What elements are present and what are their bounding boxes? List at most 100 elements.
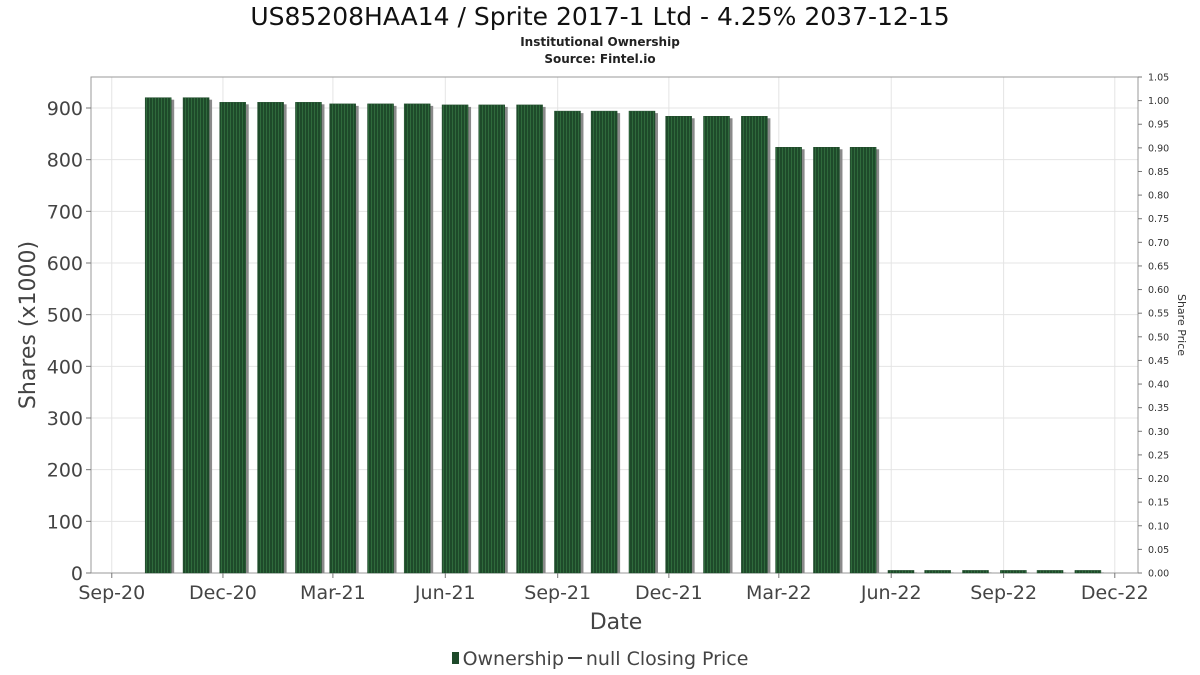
x-tick-label: Jun-21 xyxy=(414,582,476,604)
ownership-bar xyxy=(403,103,434,574)
ownership-bar xyxy=(478,104,508,574)
y2-axis-label: Share Price xyxy=(1175,294,1188,356)
x-tick-label: Jun-22 xyxy=(860,582,922,604)
y2-tick-label: 0.10 xyxy=(1148,521,1169,532)
y2-tick-label: 0.20 xyxy=(1148,474,1169,485)
x-axis-label: Date xyxy=(590,610,643,635)
y2-tick-label: 1.00 xyxy=(1148,96,1169,107)
bar-body xyxy=(144,97,172,574)
bar-body xyxy=(741,116,768,574)
y2-tick-label: 0.15 xyxy=(1148,498,1169,509)
y2-tick-label: 0.05 xyxy=(1148,545,1169,556)
ownership-bar xyxy=(329,103,359,574)
y2-tick-label: 0.80 xyxy=(1148,191,1169,202)
x-tick-label: Sep-22 xyxy=(970,582,1037,604)
bar-body xyxy=(924,570,951,574)
ownership-bar xyxy=(1074,570,1104,574)
bar-body xyxy=(516,104,543,574)
chart-subtitle: Institutional Ownership xyxy=(520,35,680,49)
ownership-bar xyxy=(590,110,621,574)
y2-tick-label: 0.50 xyxy=(1148,332,1169,343)
y-tick-label: 200 xyxy=(47,460,83,482)
x-tick-label: Mar-21 xyxy=(300,582,366,604)
price-legend-label: null Closing Price xyxy=(585,648,749,670)
y2-tick-label: 0.00 xyxy=(1148,569,1169,580)
y2-tick-label: 0.90 xyxy=(1148,143,1169,154)
ownership-bar xyxy=(516,104,546,574)
y2-tick-label: 0.65 xyxy=(1148,261,1169,272)
ownership-bar xyxy=(628,110,658,574)
y2-tick-label: 0.40 xyxy=(1148,380,1169,391)
y-tick-label: 0 xyxy=(71,563,83,585)
ownership-legend-swatch xyxy=(451,652,459,664)
y2-tick-label: 0.35 xyxy=(1148,403,1169,414)
bar-body xyxy=(887,570,915,574)
bar-body xyxy=(1074,570,1102,574)
y-tick-label: 600 xyxy=(47,253,83,275)
bar-body xyxy=(219,102,246,574)
ownership-bar xyxy=(665,116,695,574)
y-tick-label: 800 xyxy=(47,150,83,172)
x-tick-label: Dec-20 xyxy=(189,582,257,604)
ownership-bar xyxy=(1000,570,1030,574)
y2-tick-label: 0.60 xyxy=(1148,285,1169,296)
bar-body xyxy=(590,110,618,574)
bar-body xyxy=(628,110,656,574)
ownership-bar xyxy=(775,147,805,574)
x-tick-label: Sep-20 xyxy=(78,582,145,604)
axes: 0 100 200 300 400 500 600 700 800 900 0.00 0.05 0.10… xyxy=(47,73,1169,605)
bar-body xyxy=(1036,570,1064,574)
y2-tick-label: 0.75 xyxy=(1148,214,1169,225)
x-tick-label: Dec-21 xyxy=(635,582,703,604)
ownership-bar xyxy=(257,102,287,574)
ownership-bar xyxy=(813,147,843,574)
y-tick-label: 300 xyxy=(47,408,83,430)
x-tick-label: Sep-21 xyxy=(524,582,591,604)
ownership-bar xyxy=(554,110,584,574)
price-legend-line xyxy=(567,657,582,659)
ownership-bar xyxy=(887,570,917,574)
ownership-bar xyxy=(367,103,397,574)
ownership-legend-label: Ownership xyxy=(462,648,564,670)
y-tick-label: 500 xyxy=(47,305,83,327)
bar-body xyxy=(849,147,877,574)
bar-body xyxy=(665,116,692,574)
x-tick-label: Dec-22 xyxy=(1081,582,1149,604)
bar-body xyxy=(775,147,802,574)
y-axis-label: Shares (x1000) xyxy=(16,241,41,409)
ownership-bar xyxy=(144,97,175,574)
bar-body xyxy=(962,570,989,574)
y2-tick-label: 0.25 xyxy=(1148,450,1169,461)
bar-body xyxy=(813,147,840,574)
ownership-bar xyxy=(849,147,880,574)
ownership-bar xyxy=(962,570,992,574)
y2-tick-label: 0.70 xyxy=(1148,238,1169,249)
y-tick-label: 700 xyxy=(47,201,83,223)
chart-source: Source: Fintel.io xyxy=(544,52,656,66)
y-tick-label: 900 xyxy=(47,98,83,120)
bar-body xyxy=(367,103,394,574)
bar-body xyxy=(441,104,469,574)
y-tick-label: 100 xyxy=(47,511,83,533)
bar-body xyxy=(257,102,284,574)
y2-tick-label: 0.55 xyxy=(1148,309,1169,320)
bar-body xyxy=(478,104,505,574)
y2-tick-label: 1.05 xyxy=(1148,73,1169,84)
x-tick-label: Mar-22 xyxy=(746,582,812,604)
ownership-bar xyxy=(1036,570,1067,574)
ownership-bar xyxy=(741,116,771,574)
legend: Ownership null Closing Price xyxy=(0,648,1200,670)
bar-body xyxy=(182,97,210,574)
y2-tick-label: 0.30 xyxy=(1148,427,1169,438)
ownership-bar xyxy=(441,104,472,574)
chart-title: US85208HAA14 / Sprite 2017-1 Ltd - 4.25%… xyxy=(250,2,950,31)
ownership-bar xyxy=(295,102,325,574)
ownership-bar xyxy=(924,570,954,574)
ownership-bar xyxy=(219,102,249,574)
y-tick-label: 400 xyxy=(47,356,83,378)
ownership-bar xyxy=(182,97,213,574)
bar-body xyxy=(403,103,431,574)
bar-body xyxy=(329,103,356,574)
bar-body xyxy=(1000,570,1027,574)
